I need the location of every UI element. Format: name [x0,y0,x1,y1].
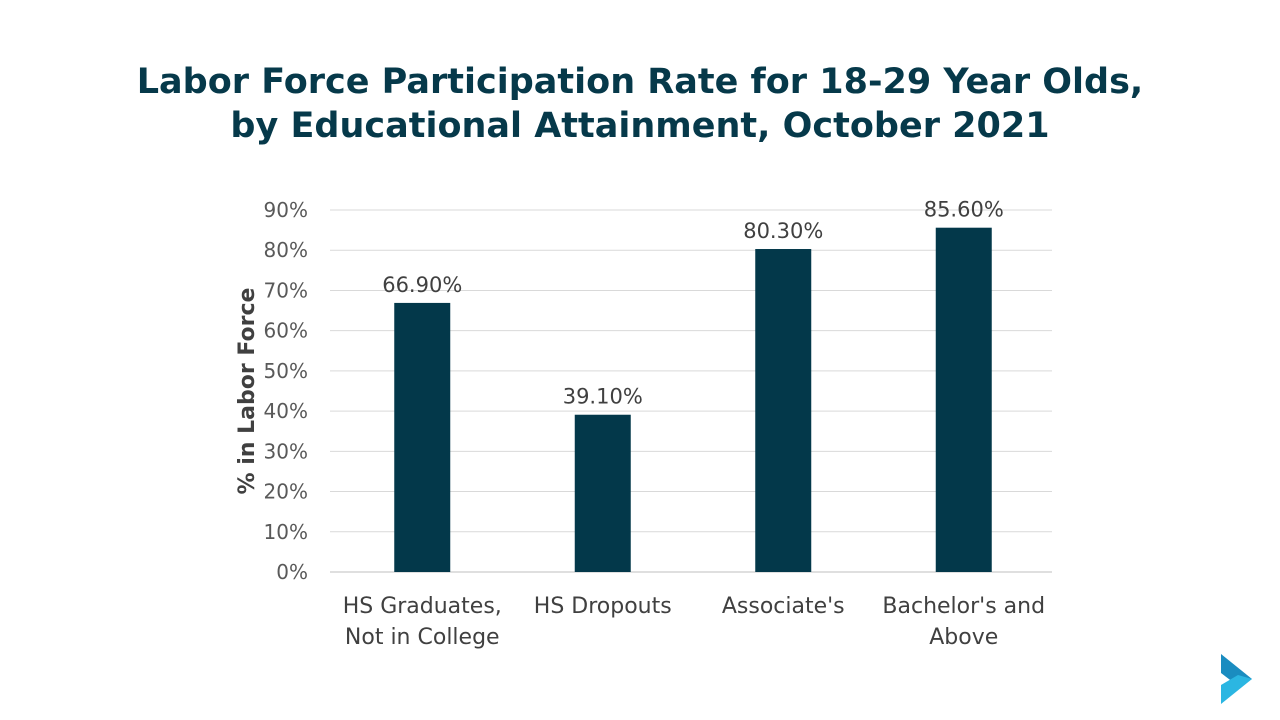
bar [935,227,992,572]
x-tick-label: Associate's [722,594,845,619]
y-tick-label: 80% [264,238,308,262]
bar [574,414,631,572]
chart-title-line-2: by Educational Attainment, October 2021 [230,106,1050,146]
x-tick-label: Bachelor's and [882,594,1045,619]
y-tick-label: 50% [264,359,308,383]
x-tick-label: Not in College [345,625,500,650]
bar [394,302,451,572]
chart-title: Labor Force Participation Rate for 18-29… [0,60,1280,148]
y-axis-label: % in Labor Force [235,288,260,495]
data-label: 80.30% [743,219,823,243]
data-label: 39.10% [563,385,643,409]
logo-icon [1221,654,1252,704]
y-tick-label: 70% [264,278,308,302]
y-tick-label: 60% [264,319,308,343]
data-label: 66.90% [382,273,462,297]
chart-title-line-1: Labor Force Participation Rate for 18-29… [136,62,1144,102]
y-tick-label: 0% [276,560,308,584]
x-tick-label: Above [929,625,998,650]
data-label: 85.60% [924,198,1004,222]
y-tick-label: 10% [264,520,308,544]
y-tick-label: 20% [264,480,308,504]
bar [755,249,812,572]
x-tick-label: HS Dropouts [534,594,672,619]
y-tick-label: 40% [264,399,308,423]
y-tick-label: 30% [264,439,308,463]
y-tick-label: 90% [264,198,308,222]
x-tick-label: HS Graduates, [343,594,502,619]
